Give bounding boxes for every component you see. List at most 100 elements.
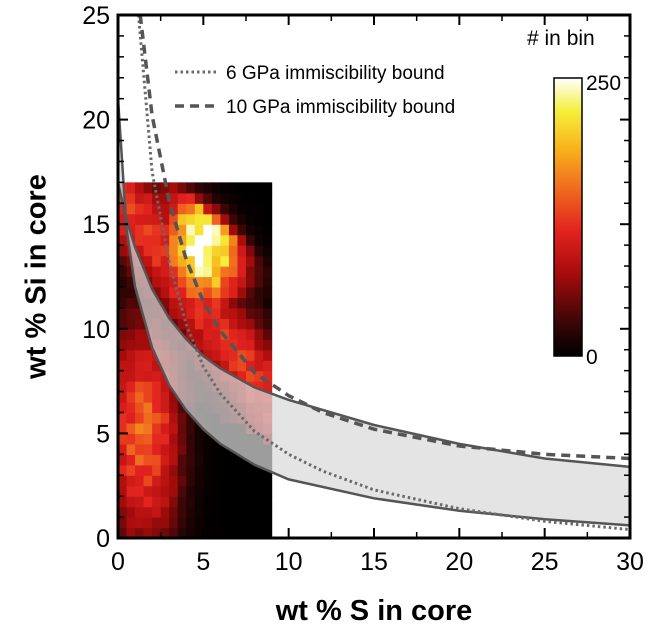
heatmap-cell [143,245,153,257]
heatmap-cell [220,496,230,508]
heatmap-cell [220,485,230,497]
x-tick-label: 5 [196,548,210,576]
heatmap-cell [118,517,128,529]
legend-label-6gpa: 6 GPa immiscibility bound [226,63,445,84]
heatmap-cell [194,328,204,340]
heatmap-cell [220,517,230,529]
colorbar-max-label: 250 [586,72,621,95]
heatmap-cell [220,245,230,257]
heatmap-cell [263,318,273,330]
heatmap-cell [177,266,187,278]
heatmap-cell [228,349,239,361]
heatmap-cell [254,506,264,518]
heatmap-cell [263,255,273,267]
heatmap-cell [211,182,221,194]
heatmap-cell [118,527,128,539]
heatmap-cell [237,475,247,487]
heatmap-cell [254,203,264,215]
heatmap-cell [254,360,264,372]
heatmap-cell [118,349,128,361]
heatmap-cell [126,391,136,403]
heatmap-cell [143,464,153,476]
heatmap-cell [152,402,162,414]
heatmap-cell [211,266,221,278]
heatmap-cell [194,454,204,466]
heatmap-cell [237,297,247,309]
heatmap-cell [220,464,230,476]
heatmap-cell [194,496,204,508]
heatmap-cell [237,328,247,340]
heatmap-cell [169,422,179,434]
heatmap-cell [263,485,273,497]
heatmap-cell [246,203,256,215]
heatmap-cell [203,517,213,529]
heatmap-cell [211,454,221,466]
heatmap-cell [118,412,128,424]
heatmap-cell [263,349,273,361]
heatmap-cell [246,245,256,257]
heatmap-cell [177,192,187,204]
x-tick-label: 20 [445,548,473,576]
heatmap-cell [246,475,256,487]
heatmap-cell [186,475,196,487]
heatmap-cell [254,297,264,309]
heatmap-cell [118,433,128,445]
heatmap-cell [126,381,136,393]
heatmap-cell [126,527,136,539]
heatmap-cell [220,286,230,299]
heatmap-cell [135,307,145,319]
heatmap-cell [220,360,230,372]
heatmap-cell [254,517,264,529]
heatmap-cell [177,485,187,497]
heatmap-cell [126,360,136,372]
heatmap-cell [220,307,230,319]
heatmap-cell [126,402,136,414]
heatmap-cell [169,527,179,539]
heatmap-cell [246,192,256,204]
heatmap-cell [186,454,196,466]
heatmap-cell [228,328,239,340]
heatmap-cell [177,203,187,215]
heatmap-cell [186,224,196,236]
heatmap-cell [186,506,196,518]
heatmap-cell [160,464,170,476]
heatmap-cell [246,464,256,476]
heatmap-cell [118,475,128,487]
heatmap-cell [211,224,221,236]
heatmap-cell [263,297,273,309]
heatmap-cell [254,192,264,204]
heatmap-cell [246,307,256,319]
heatmap-cell [246,266,256,278]
heatmap-cell [143,391,153,403]
heatmap-cell [177,318,187,330]
heatmap-cell [135,433,145,445]
heatmap-cell [263,203,273,215]
heatmap-cell [152,203,162,215]
heatmap-cell [263,517,273,529]
heatmap-cell [152,496,162,508]
heatmap-cell [135,318,145,330]
heatmap-cell [246,182,256,194]
heatmap-cell [143,203,153,215]
heatmap-cell [126,349,136,361]
heatmap-cell [135,234,145,246]
colorbar: # in bin 250 0 [527,27,621,369]
heatmap-cell [135,224,145,236]
heatmap-cell [177,213,187,225]
heatmap-cell [220,349,230,361]
heatmap-cell [228,527,239,539]
heatmap-cell [254,234,264,246]
heatmap-cell [254,339,264,351]
heatmap-cell [135,245,145,257]
heatmap-cell [152,464,162,476]
x-axis-title: wt % S in core [275,595,473,627]
heatmap-cell [177,464,187,476]
heatmap-cell [203,297,213,309]
heatmap-cell [203,527,213,539]
heatmap-cell [169,412,179,424]
heatmap-cell [263,328,273,340]
heatmap-cell [118,454,128,466]
heatmap-cell [152,485,162,497]
heatmap-cell [169,464,179,476]
heatmap-cell [186,276,196,288]
